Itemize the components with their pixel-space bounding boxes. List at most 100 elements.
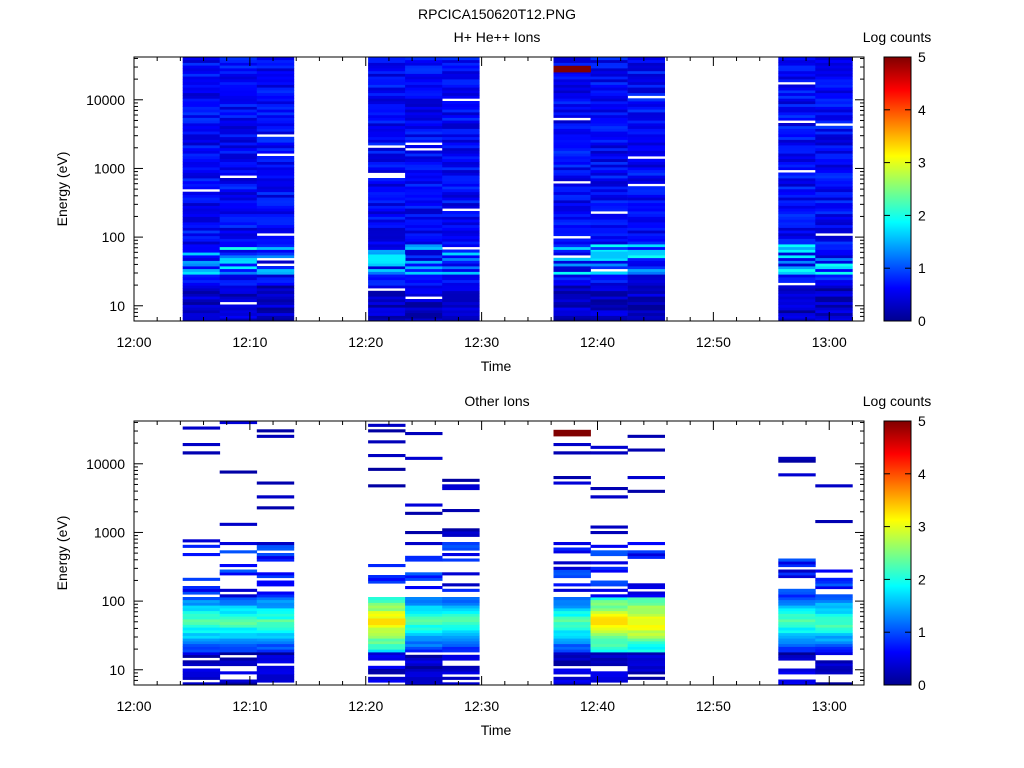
heatmap-cell xyxy=(405,125,443,129)
heatmap-cell xyxy=(442,487,480,491)
heatmap-cell xyxy=(442,624,480,628)
heatmap-cell xyxy=(256,616,295,620)
heatmap-cell xyxy=(627,238,665,242)
heatmap-cell xyxy=(405,186,443,190)
heatmap-cell xyxy=(256,90,295,94)
heatmap-cell xyxy=(256,158,295,162)
heatmap-cell xyxy=(405,134,443,138)
heatmap-cell xyxy=(405,136,443,140)
x-tick-label: 12:20 xyxy=(348,334,383,350)
heatmap-cell xyxy=(182,211,221,215)
heatmap-cell xyxy=(405,238,443,242)
heatmap-cell xyxy=(553,654,591,658)
heatmap-cell xyxy=(553,643,591,647)
heatmap-cell xyxy=(256,178,295,182)
heatmap-cell xyxy=(590,191,628,195)
heatmap-cell xyxy=(778,630,816,634)
heatmap-cell xyxy=(590,451,628,455)
heatmap-cell xyxy=(442,266,480,270)
heatmap-cell xyxy=(815,318,853,322)
heatmap-cell xyxy=(182,652,221,656)
heatmap-cell xyxy=(815,241,853,245)
heatmap-cell xyxy=(368,440,406,444)
heatmap-cell xyxy=(442,120,480,124)
heatmap-cell xyxy=(368,233,406,237)
heatmap-cell xyxy=(778,131,816,135)
heatmap-cell xyxy=(442,553,480,557)
heatmap-cell xyxy=(405,608,443,612)
colorbar-tick-label: 3 xyxy=(918,519,926,535)
heatmap-cell xyxy=(405,117,443,121)
heatmap-cell xyxy=(778,150,816,154)
heatmap-cell xyxy=(219,156,258,160)
heatmap-cell xyxy=(590,161,628,165)
heatmap-cell xyxy=(627,70,665,74)
heatmap-cell xyxy=(219,635,258,639)
heatmap-cell xyxy=(442,106,480,110)
heatmap-cell xyxy=(219,136,258,140)
heatmap-cell xyxy=(590,671,628,675)
heatmap-cell xyxy=(590,277,628,281)
heatmap-cell xyxy=(368,62,406,66)
heatmap-cell xyxy=(778,257,816,261)
heatmap-cell xyxy=(627,279,665,283)
heatmap-cell xyxy=(405,219,443,223)
heatmap-cell xyxy=(256,657,295,661)
heatmap-cell xyxy=(815,164,853,168)
heatmap-cell xyxy=(368,282,406,286)
heatmap-cell xyxy=(219,307,258,311)
heatmap-cell xyxy=(256,180,295,184)
heatmap-cell xyxy=(627,57,665,61)
heatmap-cell xyxy=(442,219,480,223)
heatmap-cell xyxy=(442,268,480,272)
heatmap-cell xyxy=(219,197,258,201)
heatmap-cell xyxy=(219,87,258,91)
heatmap-cell xyxy=(219,76,258,80)
heatmap-cell xyxy=(368,142,406,146)
heatmap-cell xyxy=(405,616,443,620)
heatmap-cell xyxy=(368,114,406,118)
heatmap-cell xyxy=(627,112,665,116)
heatmap-cell xyxy=(219,470,258,474)
heatmap-cell xyxy=(627,98,665,102)
heatmap-cell xyxy=(815,191,853,195)
heatmap-cell xyxy=(778,98,816,102)
heatmap-cell xyxy=(815,621,853,625)
heatmap-cell xyxy=(778,268,816,272)
heatmap-cell xyxy=(368,290,406,294)
heatmap-cell xyxy=(219,312,258,316)
heatmap-cell xyxy=(590,624,628,628)
heatmap-cell xyxy=(182,299,221,303)
heatmap-cell xyxy=(256,608,295,612)
heatmap-cell xyxy=(405,92,443,96)
heatmap-cell xyxy=(182,288,221,292)
heatmap-cell xyxy=(182,654,221,658)
heatmap-cell xyxy=(182,76,221,80)
heatmap-cell xyxy=(590,186,628,190)
heatmap-cell xyxy=(778,293,816,297)
heatmap-cell xyxy=(219,299,258,303)
y-tick-label: 100 xyxy=(102,593,126,609)
heatmap-cell xyxy=(368,208,406,212)
heatmap-cell xyxy=(442,315,480,319)
heatmap-cell xyxy=(405,252,443,256)
heatmap-cell xyxy=(627,158,665,162)
heatmap-cell xyxy=(815,136,853,140)
heatmap-cell xyxy=(368,310,406,314)
x-tick-label: 12:50 xyxy=(696,334,731,350)
heatmap-cell xyxy=(219,70,258,74)
heatmap-cell xyxy=(219,117,258,121)
heatmap-cell xyxy=(553,624,591,628)
heatmap-cell xyxy=(778,682,816,686)
heatmap-cell xyxy=(627,227,665,231)
heatmap-cell xyxy=(442,484,480,488)
heatmap-cell xyxy=(405,164,443,168)
heatmap-cell xyxy=(442,90,480,94)
heatmap-cell xyxy=(778,608,816,612)
heatmap-cell xyxy=(256,208,295,212)
heatmap-cell xyxy=(256,197,295,201)
heatmap-cell xyxy=(590,79,628,83)
heatmap-cell xyxy=(590,310,628,314)
heatmap-cell xyxy=(182,616,221,620)
